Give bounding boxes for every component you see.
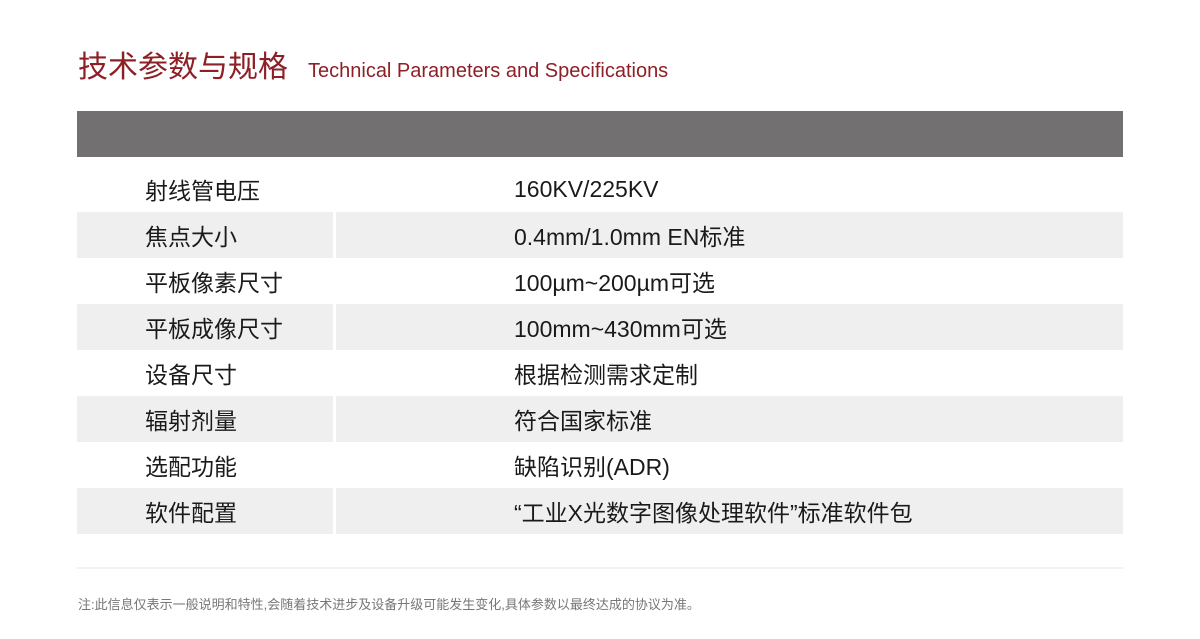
spec-table: 射线管电压 160KV/225KV 焦点大小 0.4mm/1.0mm EN标准 平板像素… [77,166,1123,534]
spec-value: 符合国家标准 [336,396,1123,442]
divider [77,567,1123,569]
spec-value: 根据检测需求定制 [514,362,698,388]
title-en: Technical Parameters and Specifications [308,60,669,82]
spec-label: 平板像素尺寸 [145,270,283,296]
spec-label: 焦点大小 [77,212,333,258]
table-row: 射线管电压 160KV/225KV [77,166,1123,212]
spec-label: 软件配置 [77,488,333,534]
spec-value: 160KV/225KV [514,175,659,202]
table-row: 焦点大小 0.4mm/1.0mm EN标准 [77,212,1123,258]
title-zh: 技术参数与规格 [78,51,288,84]
spec-label: 选配功能 [145,454,237,480]
spec-value: 缺陷识别(ADR) [514,454,670,480]
spec-label: 设备尺寸 [145,362,237,388]
table-row: 软件配置 “工业X光数字图像处理软件”标准软件包 [77,488,1123,534]
spec-value: 100mm~430mm可选 [336,304,1123,350]
table-row: 平板像素尺寸 100µm~200µm可选 [77,258,1123,304]
spec-label: 平板成像尺寸 [77,304,333,350]
spec-label: 辐射剂量 [77,396,333,442]
page-title: 技术参数与规格 Technical Parameters and Specifi… [78,42,668,86]
spec-label: 射线管电压 [145,178,260,204]
table-row: 辐射剂量 符合国家标准 [77,396,1123,442]
table-row: 选配功能 缺陷识别(ADR) [77,442,1123,488]
table-header-bar [77,111,1123,157]
table-row: 平板成像尺寸 100mm~430mm可选 [77,304,1123,350]
table-row: 设备尺寸 根据检测需求定制 [77,350,1123,396]
spec-value: “工业X光数字图像处理软件”标准软件包 [336,488,1123,534]
disclaimer-note: 注:此信息仅表示一般说明和特性,会随着技术进步及设备升级可能发生变化,具体参数以… [78,597,700,612]
spec-value: 100µm~200µm可选 [514,270,716,296]
spec-value: 0.4mm/1.0mm EN标准 [336,212,1123,258]
